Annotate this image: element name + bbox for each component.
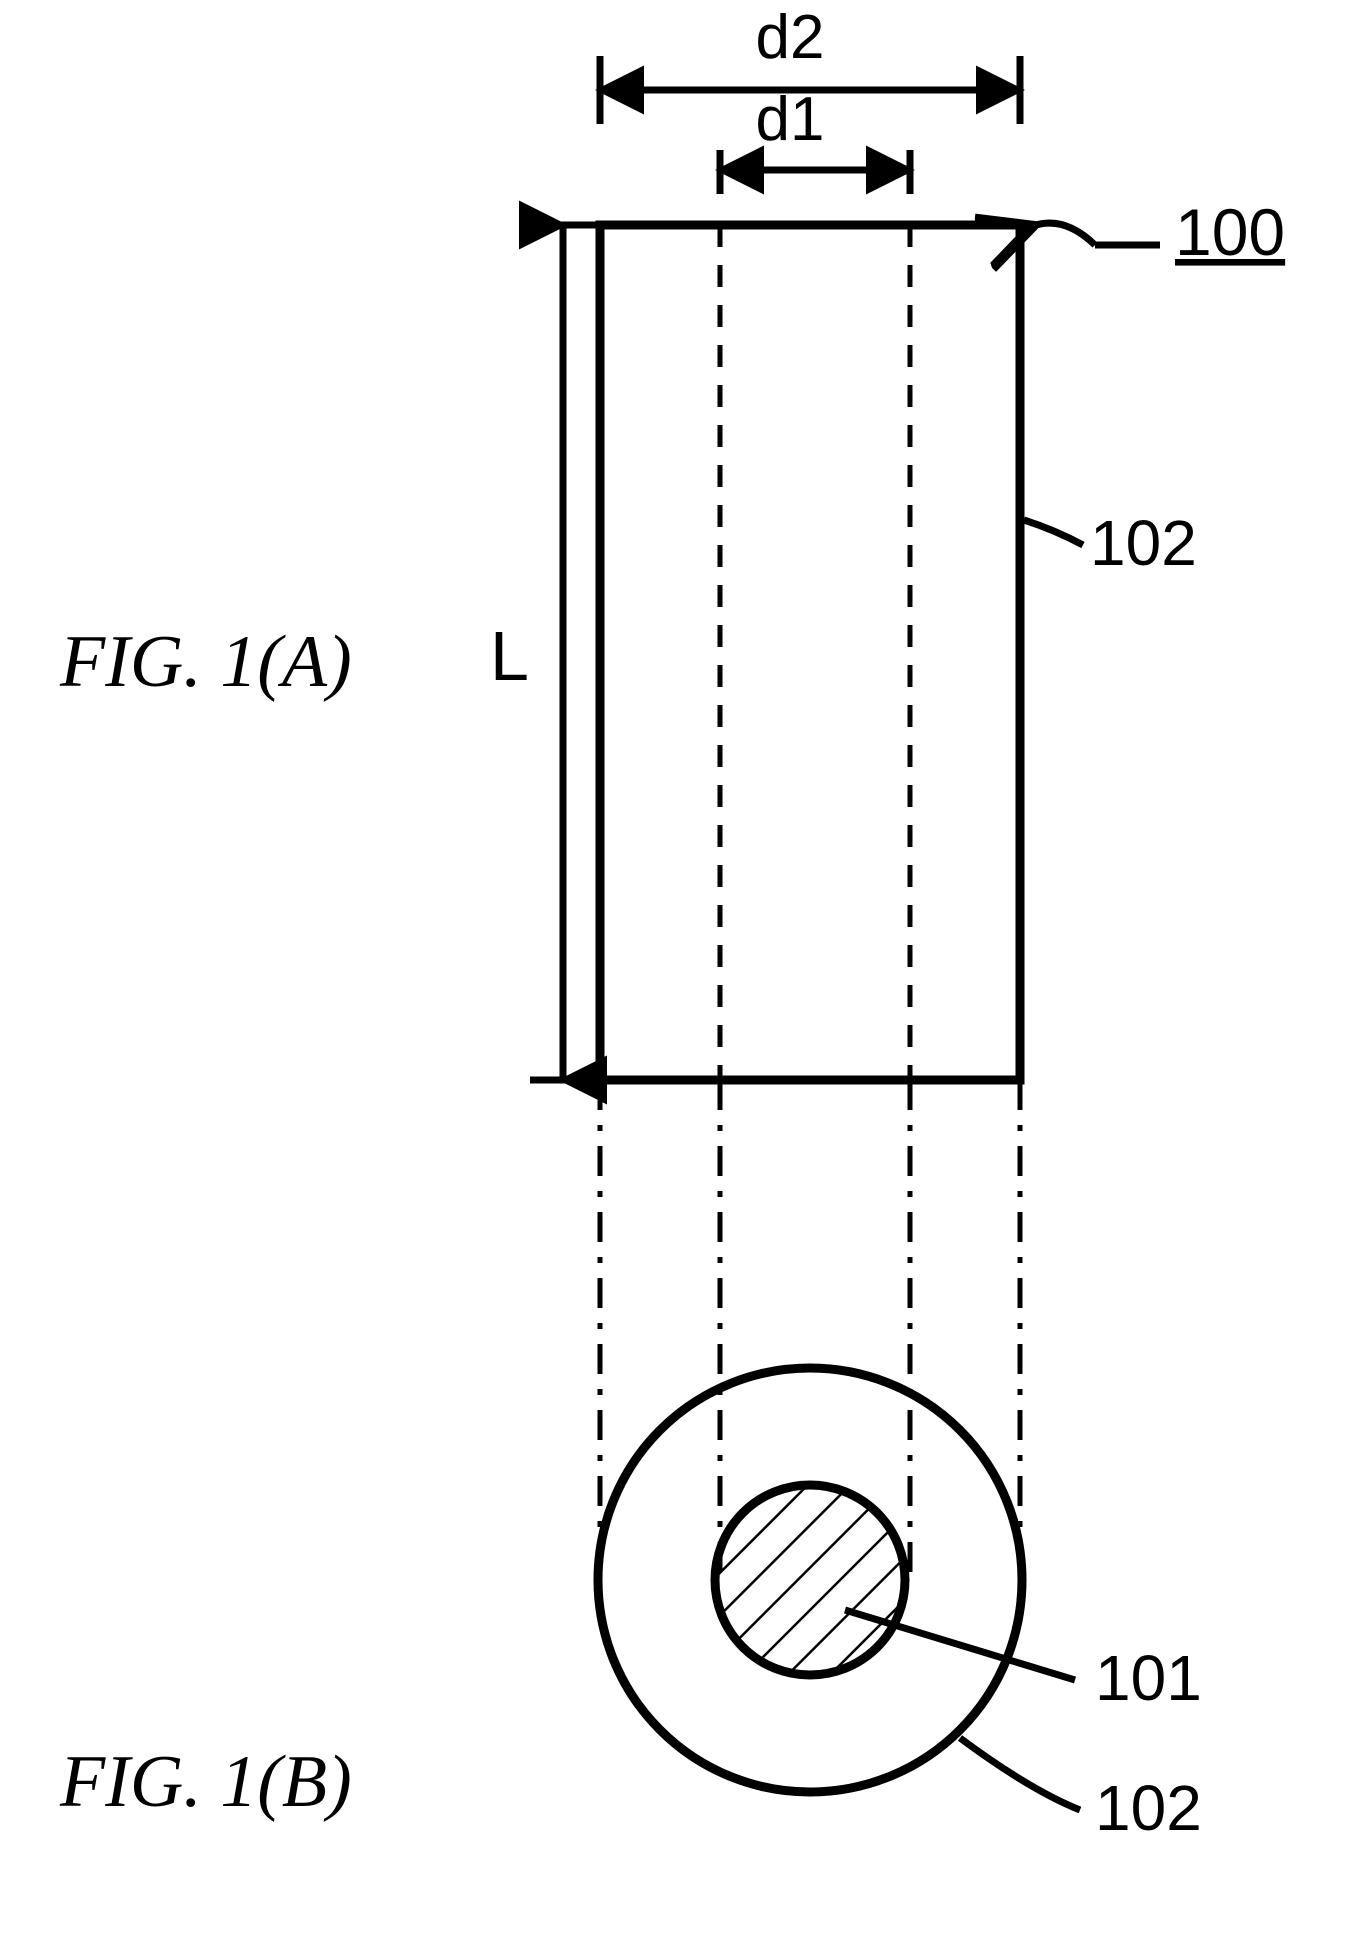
fig-b-label: FIG. 1(B) — [60, 1740, 352, 1825]
ref-100-text: 100 — [1175, 195, 1285, 269]
ref-102b-text: 102 — [1095, 1772, 1202, 1844]
inner-circle-101 — [715, 1485, 905, 1675]
dim-L-label: L — [490, 617, 529, 695]
diagram-canvas: d2 d1 L 100 102 101 102 — [0, 0, 1354, 1957]
ref-102a-leader — [1024, 520, 1083, 545]
ref-102a-text: 102 — [1090, 507, 1197, 579]
fig-a-group: d2 d1 L — [490, 3, 1020, 1080]
ref-101-text: 101 — [1095, 1642, 1202, 1714]
cylinder-outline — [600, 225, 1020, 1080]
ref-102b-leader — [960, 1738, 1080, 1810]
dim-d2-label: d2 — [756, 3, 825, 72]
ref-100-leader — [1033, 223, 1095, 245]
fig-b-group — [598, 1368, 1022, 1792]
dim-d1-label: d1 — [756, 85, 825, 154]
fig-a-label: FIG. 1(A) — [60, 620, 352, 705]
